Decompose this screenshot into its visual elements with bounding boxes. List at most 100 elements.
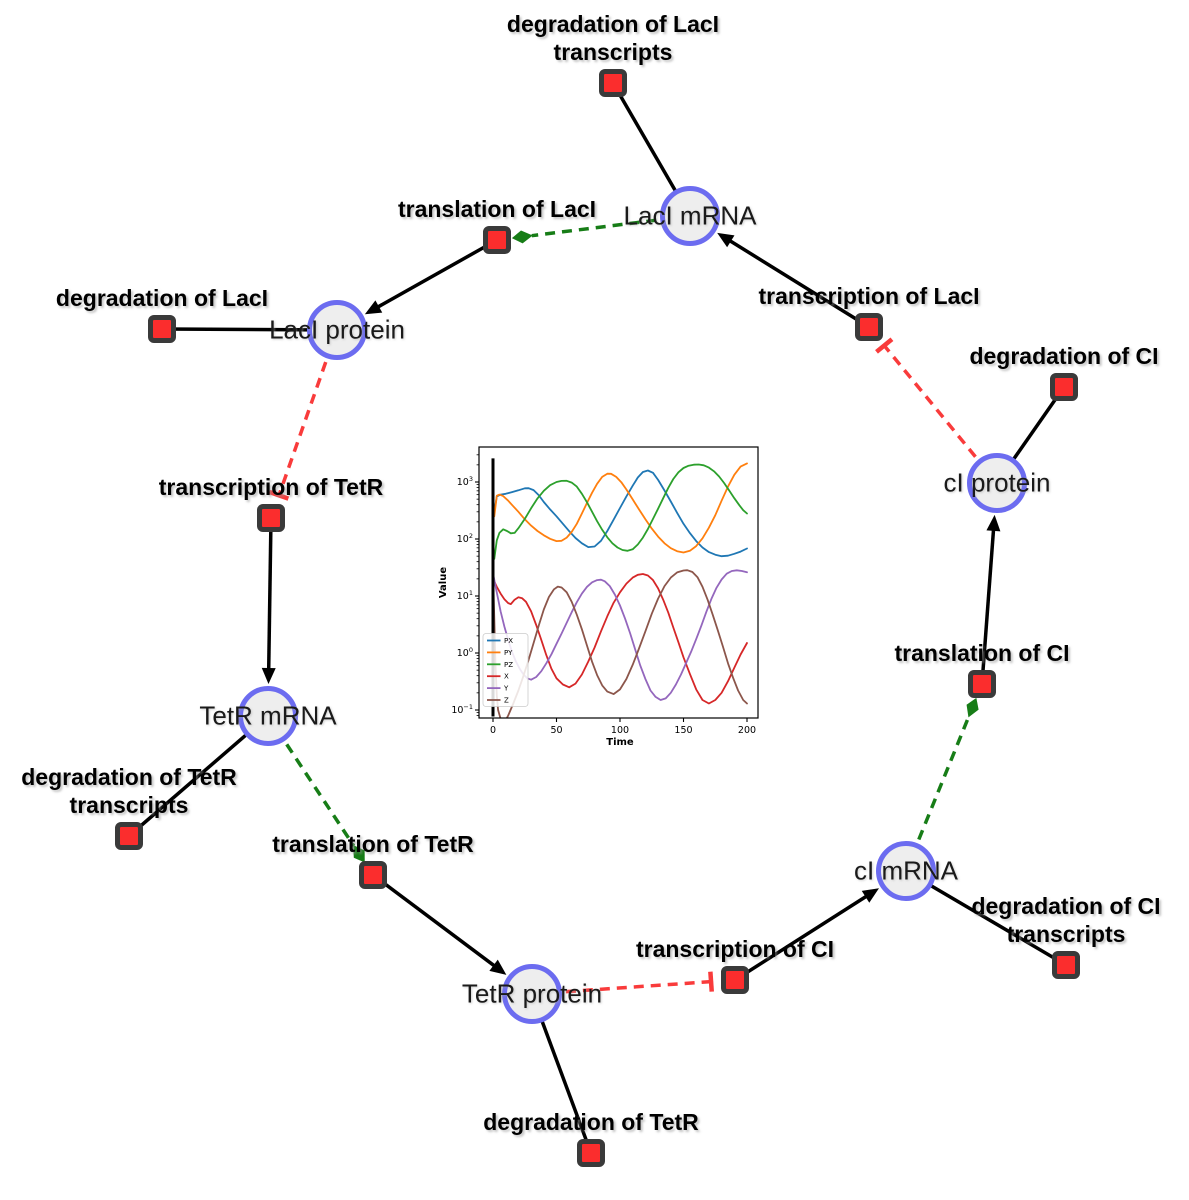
chart-legend: PX PY PZ XYZ <box>482 633 529 707</box>
reaction-label-line: degradation of LacI <box>506 11 720 37</box>
reaction-label-translation-of-ci: translation of CI <box>894 639 1069 667</box>
reaction-label-transcription-of-laci: transcription of LacI <box>758 282 979 310</box>
edge-transcription-of-tetr-tetr-mrna <box>261 517 276 685</box>
edge-ci-protein-transcription-of-laci <box>875 337 999 485</box>
edge-tetr-protein-transcription-of-ci <box>531 971 714 996</box>
species-node-ci-mrna <box>876 841 936 901</box>
inset-chart: 0 50 100 150 200 10−1 100 101 102 103 Time Value PX P… <box>438 446 759 748</box>
reaction-label-degradation-of-tetr: degradation of TetR <box>483 1108 699 1136</box>
species-label-ci-mrna: cI mRNA <box>854 855 958 886</box>
inhibition-bar-icon <box>268 489 290 501</box>
species-node-laci-mrna <box>660 186 720 246</box>
reaction-label-line: transcription of CI <box>635 936 835 962</box>
reaction-label-line: degradation of LacI <box>55 285 269 311</box>
reaction-label-translation-of-tetr: translation of TetR <box>272 830 473 858</box>
reaction-label-degradation-of-ci: degradation of CI <box>969 342 1158 370</box>
species-label-tetr-mrna: TetR mRNA <box>199 700 337 731</box>
reaction-label-line: transcription of LacI <box>758 283 980 309</box>
species-label-laci-protein: LacI protein <box>269 314 405 345</box>
legend-label-PY: PY <box>504 649 513 657</box>
legend-label-PX: PX <box>504 637 513 645</box>
reaction-node-degradation-of-tetr-transcripts <box>115 822 143 850</box>
reaction-label-line: translation of CI <box>894 640 1070 666</box>
x-tick-label: 0 <box>490 725 496 736</box>
y-tick-label: 101 <box>457 589 473 602</box>
reaction-label-line: translation of LacI <box>397 196 597 222</box>
reaction-node-degradation-of-ci-transcripts <box>1052 951 1080 979</box>
diamond-arrowhead-icon <box>353 844 365 863</box>
reaction-label-line: transcription of TetR <box>158 474 384 500</box>
x-tick-label: 50 <box>550 725 562 736</box>
reaction-label-line: translation of TetR <box>272 831 474 857</box>
x-axis-label: Time <box>606 737 634 748</box>
legend-label-Y: Y <box>503 685 509 693</box>
reaction-node-degradation-of-laci-transcripts <box>599 69 627 97</box>
edge-translation-of-ci-ci-protein <box>980 514 1001 685</box>
reaction-label-line: degradation of TetR <box>483 1109 699 1135</box>
reaction-node-translation-of-laci <box>483 226 511 254</box>
reaction-label-line: transcripts <box>553 39 673 65</box>
reaction-node-degradation-of-tetr <box>577 1139 605 1167</box>
reaction-label-line: transcripts <box>69 792 189 818</box>
arrowhead-icon <box>717 232 735 248</box>
arrowhead-icon <box>364 300 383 315</box>
y-axis-label: Value <box>438 567 449 598</box>
inhibition-bar-icon <box>875 337 894 354</box>
edge-ci-mrna-degradation-of-ci-transcripts <box>905 869 1067 967</box>
reaction-label-degradation-of-ci-transcripts: degradation of CI transcripts <box>971 892 1160 948</box>
diamond-arrowhead-icon <box>966 697 979 718</box>
species-node-tetr-protein <box>502 964 562 1024</box>
y-tick-label: 103 <box>457 475 473 488</box>
x-tick-label: 200 <box>738 725 756 736</box>
edge-transcription-of-laci-laci-mrna <box>717 232 870 329</box>
reaction-node-transcription-of-laci <box>855 313 883 341</box>
reaction-label-translation-of-laci: translation of LacI <box>398 195 596 223</box>
arrowhead-icon <box>489 959 507 975</box>
chart-series <box>492 462 748 718</box>
edge-laci-protein-transcription-of-tetr <box>268 329 339 501</box>
reaction-label-line: transcripts <box>1006 921 1126 947</box>
reaction-label-line: degradation of TetR <box>21 764 237 790</box>
edge-translation-of-laci-laci-protein <box>364 238 498 315</box>
reaction-node-degradation-of-laci <box>148 315 176 343</box>
reaction-label-degradation-of-laci: degradation of LacI <box>56 284 268 312</box>
reaction-label-line: degradation of CI <box>971 893 1161 919</box>
legend-label-Z: Z <box>504 697 509 705</box>
series-line-PY <box>493 462 748 554</box>
reaction-label-line: degradation of CI <box>969 343 1159 369</box>
y-tick-label: 10−1 <box>451 703 473 716</box>
edge-transcription-of-ci-ci-mrna <box>734 888 880 982</box>
y-tick-label: 100 <box>457 646 473 659</box>
x-tick-label: 100 <box>611 725 629 736</box>
series-line-PZ <box>493 463 748 560</box>
species-node-laci-protein <box>307 300 367 360</box>
species-label-tetr-protein: TetR protein <box>461 978 603 1009</box>
edge-translation-of-tetr-tetr-protein <box>371 873 507 975</box>
reaction-node-transcription-of-tetr <box>257 504 285 532</box>
reaction-label-transcription-of-tetr: transcription of TetR <box>159 473 383 501</box>
series-line-PX <box>493 469 748 558</box>
axes-box <box>478 446 759 719</box>
reaction-node-translation-of-tetr <box>359 861 387 889</box>
diamond-arrowhead-icon <box>511 230 533 244</box>
reaction-node-translation-of-ci <box>968 670 996 698</box>
legend-label-X: X <box>504 673 509 681</box>
arrowhead-icon <box>986 514 1001 532</box>
species-node-tetr-mrna <box>238 686 298 746</box>
series-line-X <box>492 573 748 705</box>
reaction-label-degradation-of-tetr-transcripts: degradation of TetR transcripts <box>21 763 237 819</box>
species-node-ci-protein <box>967 453 1027 513</box>
y-tick-label: 102 <box>457 532 473 545</box>
arrowhead-icon <box>861 888 880 903</box>
inhibition-bar-icon <box>708 971 714 992</box>
arrowhead-icon <box>261 667 276 685</box>
reaction-label-transcription-of-ci: transcription of CI <box>636 935 834 963</box>
reaction-node-transcription-of-ci <box>721 966 749 994</box>
reaction-label-degradation-of-laci-transcripts: degradation of LacI transcripts <box>507 10 719 66</box>
species-label-laci-mrna: LacI mRNA <box>623 200 757 231</box>
reaction-node-degradation-of-ci <box>1050 373 1078 401</box>
x-tick-label: 150 <box>674 725 692 736</box>
species-label-ci-protein: cI protein <box>943 467 1051 498</box>
